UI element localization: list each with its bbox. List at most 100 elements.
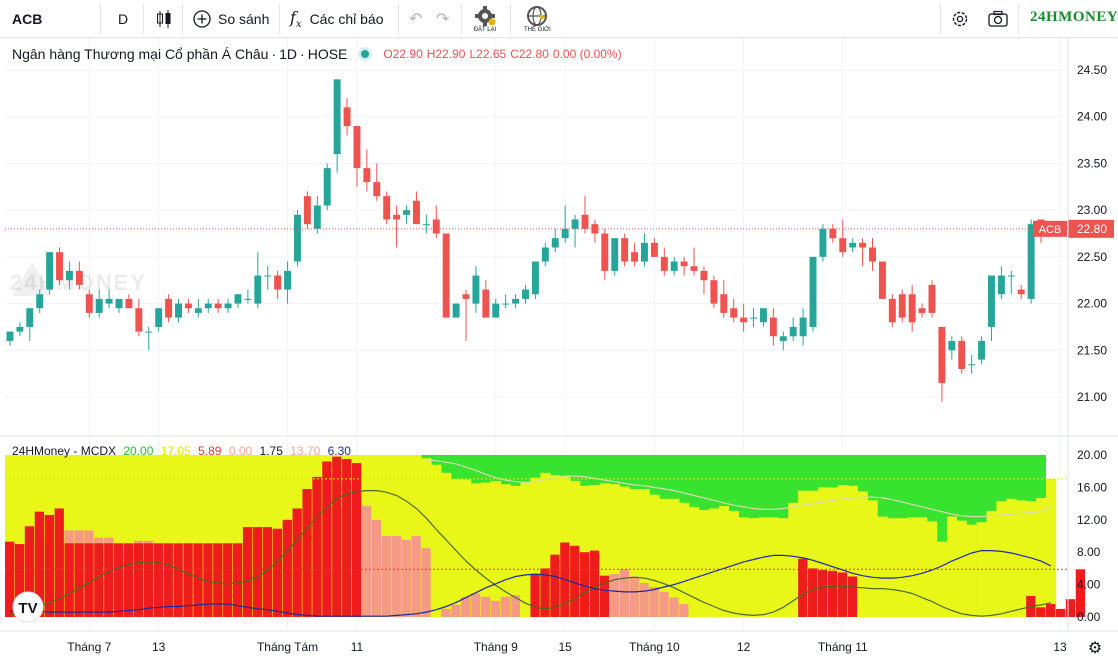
candle-body	[908, 294, 916, 323]
candle-body	[799, 317, 807, 337]
mcdx-salmon-bar	[500, 596, 511, 617]
mcdx-yellow-bar	[550, 475, 561, 617]
compare-label: So sánh	[218, 11, 270, 27]
mcdx-yellow-bar	[1006, 498, 1017, 617]
mcdx-salmon-bar	[401, 540, 411, 617]
mcdx-yellow-bar	[233, 455, 244, 617]
mcdx-red-bar	[292, 508, 302, 617]
mcdx-red-bar	[580, 552, 590, 617]
candle-body	[85, 294, 93, 313]
mcdx-red-bar	[14, 544, 25, 617]
candle-body	[403, 210, 410, 215]
mcdx-yellow-bar	[401, 455, 412, 617]
mcdx-red-bar	[808, 568, 818, 617]
mcdx-yellow-bar	[966, 524, 977, 617]
mcdx-yellow-bar	[431, 464, 442, 617]
mcdx-salmon-bar	[649, 587, 659, 617]
mcdx-navy-line	[10, 549, 1052, 617]
candle-body	[888, 298, 896, 323]
mcdx-red-bar	[272, 528, 282, 617]
candle-body	[333, 79, 341, 155]
candle-body	[145, 331, 153, 333]
candle-body	[660, 256, 668, 271]
world-button[interactable]: THẾ GIỚI	[524, 0, 551, 38]
candle-body	[412, 200, 420, 225]
mcdx-yellow-bar	[1026, 501, 1037, 617]
candle-body	[175, 303, 182, 318]
mcdx-yellow-bar	[788, 502, 799, 617]
undo-button[interactable]: ↶	[409, 0, 422, 38]
top-toolbar: ACB D So sánh fx Các chỉ báo ↶ ↷	[0, 0, 1118, 38]
tradingview-logo-text: TV	[18, 600, 37, 617]
candle-body	[194, 308, 202, 313]
mcdx-salmon-bar	[510, 595, 520, 617]
candle-body	[155, 308, 163, 327]
mcdx-yellow-bar	[609, 484, 620, 617]
indicator-tick-label: 0.00	[1077, 610, 1101, 624]
candle-body	[284, 270, 292, 290]
mcdx-yellow-bar	[708, 508, 720, 617]
mcdx-yellow-bar	[808, 490, 819, 617]
mcdx-red-bar	[143, 543, 154, 617]
mcdx-yellow-bar	[153, 455, 164, 617]
reset-button[interactable]: ĐẶT LẠI	[472, 0, 498, 38]
mcdx-red-bar	[242, 527, 253, 617]
indicator-value: 6.30	[327, 444, 351, 458]
high-value: H22.90	[426, 47, 466, 61]
candle-body	[363, 168, 371, 183]
candle-body	[710, 280, 718, 304]
mcdx-salmon-bar	[461, 596, 471, 617]
mcdx-yellow-bar	[649, 494, 660, 617]
mcdx-red-bar	[1036, 607, 1046, 617]
screenshot-button[interactable]	[987, 0, 1009, 38]
candle-body	[581, 214, 589, 229]
mcdx-yellow-bar	[114, 455, 125, 617]
redo-button[interactable]: ↷	[436, 0, 449, 38]
mcdx-red-bar	[1075, 569, 1086, 617]
compare-button[interactable]: So sánh	[192, 0, 269, 38]
symbol-search-button[interactable]: ACB	[12, 0, 42, 38]
mcdx-yellow-bar	[936, 541, 948, 617]
candle-body	[740, 317, 748, 323]
mcdx-red-bar	[183, 543, 193, 617]
settings-button[interactable]	[950, 0, 970, 38]
candle-body	[422, 224, 430, 226]
mcdx-red-bar	[550, 554, 560, 617]
indicators-button[interactable]: fx Các chỉ báo	[290, 0, 384, 38]
mcdx-red-bar	[34, 511, 45, 617]
mcdx-yellow-bar	[441, 472, 452, 617]
candle-body	[561, 228, 569, 239]
candle-body	[918, 308, 926, 313]
chart-type-button[interactable]	[155, 0, 173, 38]
candle-body	[819, 228, 827, 257]
mcdx-yellow-bar	[738, 517, 749, 617]
candle-body	[968, 364, 976, 366]
price-tick-label: 23.50	[1077, 156, 1107, 170]
mcdx-yellow-bar	[1036, 497, 1047, 617]
interval-button[interactable]: D	[118, 0, 128, 38]
settings-icon	[952, 11, 968, 27]
mcdx-red-bar	[599, 575, 610, 617]
time-tick-label: 13	[1053, 640, 1067, 654]
axis-settings-icon: ⚙	[1088, 640, 1102, 657]
divider	[398, 4, 399, 34]
divider	[182, 4, 183, 34]
time-tick-label: 12	[737, 640, 751, 654]
mcdx-red-bar	[163, 543, 173, 617]
candle-body	[601, 233, 609, 271]
price-tag-symbol: ACB	[1039, 224, 1062, 236]
mcdx-salmon-bar	[639, 582, 649, 617]
candle-body	[75, 270, 83, 285]
divider	[940, 4, 941, 34]
mcdx-red-bar	[570, 545, 580, 617]
candle-body	[928, 284, 936, 313]
candle-body	[115, 298, 123, 309]
indicator-legend: 24HMoney - MCDX 20.00 17.05 5.89 0.00 1.…	[12, 444, 355, 458]
mcdx-red-bar	[203, 543, 213, 617]
candle-body	[264, 275, 272, 277]
price-tick-label: 23.00	[1077, 203, 1107, 217]
mcdx-yellow-bar	[599, 483, 611, 617]
price-tick-label: 22.00	[1077, 297, 1107, 311]
candle-body	[759, 308, 767, 323]
